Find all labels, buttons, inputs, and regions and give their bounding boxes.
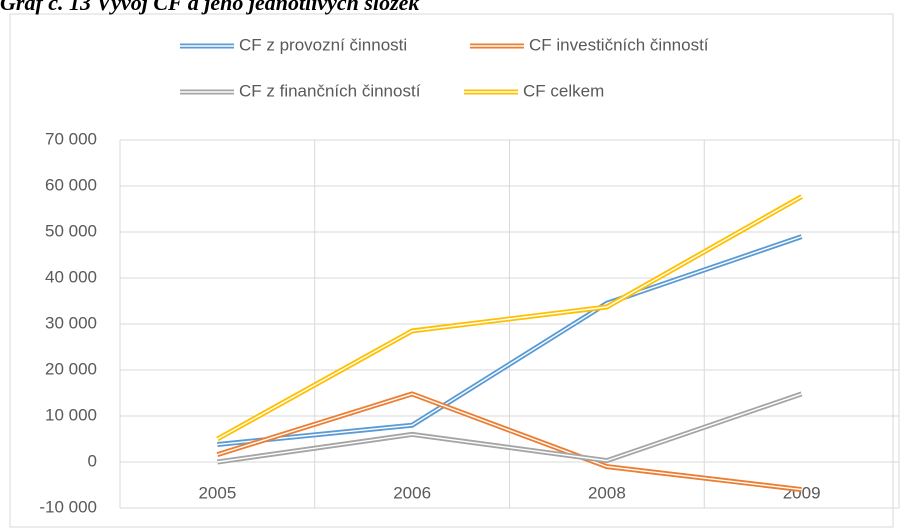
chart-title: Graf č. 13 Vývoj CF a jeho jednotlivých … <box>0 0 419 15</box>
y-tick-label: 10 000 <box>45 405 97 424</box>
y-tick-label: 50 000 <box>45 221 97 240</box>
legend-label: CF investičních činností <box>529 35 709 54</box>
y-tick-label: 0 <box>88 451 97 470</box>
y-tick-label: -10 000 <box>39 497 97 516</box>
series-line-inner <box>217 393 802 463</box>
series-line-inner <box>217 393 802 491</box>
y-tick-label: 40 000 <box>45 267 97 286</box>
y-tick-label: 70 000 <box>45 129 97 148</box>
legend-label: CF celkem <box>523 81 604 100</box>
x-tick-label: 2005 <box>198 483 236 502</box>
chart-frame <box>9 13 894 528</box>
legend-label: CF z finančních činností <box>239 81 421 100</box>
y-tick-label: 60 000 <box>45 175 97 194</box>
y-tick-label: 20 000 <box>45 359 97 378</box>
legend-label: CF z provozní činnosti <box>239 35 407 54</box>
series-line-inner <box>217 235 802 446</box>
y-tick-label: 30 000 <box>45 313 97 332</box>
x-tick-label: 2006 <box>393 483 431 502</box>
series-line-inner <box>217 195 802 440</box>
x-tick-label: 2008 <box>588 483 626 502</box>
